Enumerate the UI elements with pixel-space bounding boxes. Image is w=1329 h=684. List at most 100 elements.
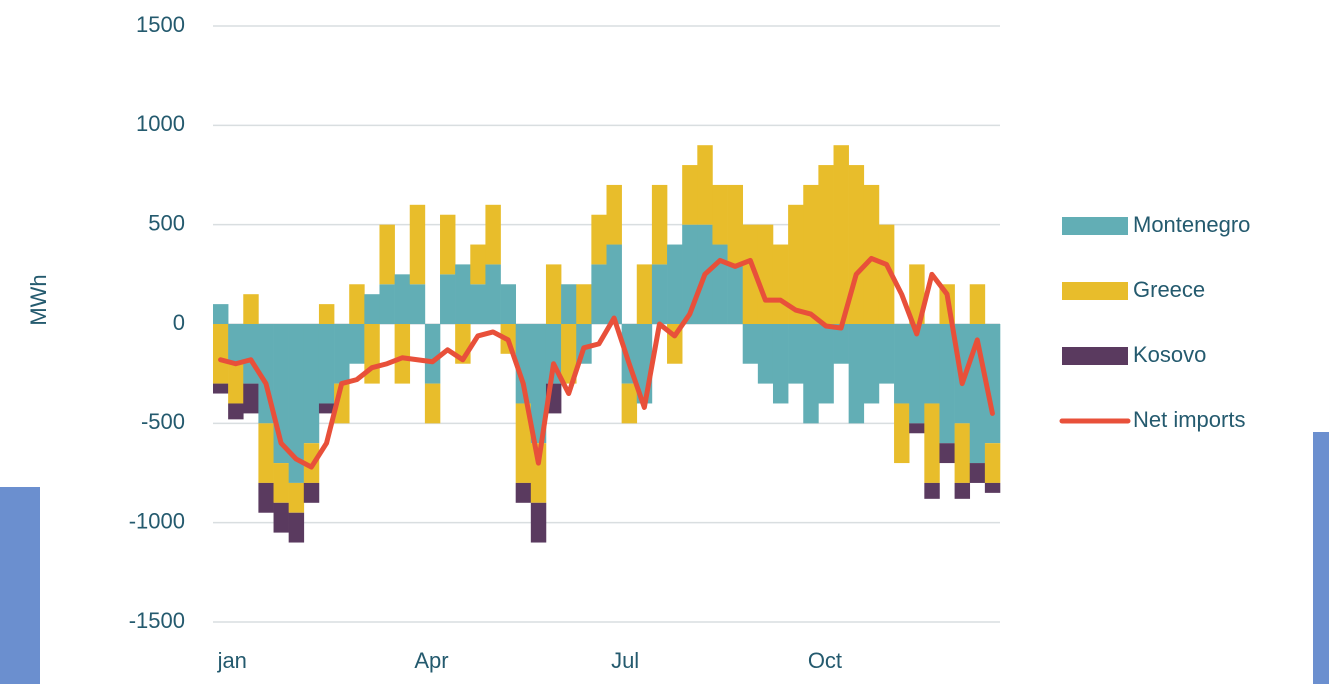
bar <box>394 324 411 384</box>
bar <box>788 324 804 384</box>
legend-label: Kosovo <box>1133 342 1206 367</box>
bar <box>591 264 607 324</box>
x-tick-label: jan <box>217 648 247 673</box>
bar <box>772 324 789 404</box>
bar <box>954 482 971 499</box>
bar <box>515 482 532 503</box>
bar <box>984 324 1001 444</box>
bar <box>878 324 895 384</box>
bar <box>727 184 744 265</box>
bar <box>818 165 834 324</box>
bar <box>530 324 547 444</box>
x-tick-label: Oct <box>808 648 842 673</box>
bar <box>651 264 668 324</box>
line <box>218 255 995 470</box>
bar <box>364 294 380 324</box>
bar <box>848 324 865 424</box>
bar <box>273 463 289 503</box>
y-axis-label: MWh <box>26 274 51 325</box>
bar <box>379 224 395 285</box>
bar <box>697 145 713 225</box>
bar <box>939 443 955 464</box>
labels: -1500 -1000 -500 0 500 1000 1500 jan Apr Jul Oct Mo… <box>129 12 1251 673</box>
bar <box>924 403 940 483</box>
bar <box>924 324 940 404</box>
bar <box>545 264 562 324</box>
bar <box>424 383 441 424</box>
bar <box>288 324 305 483</box>
bar <box>742 224 759 324</box>
y-tick-label: 1000 <box>136 111 185 136</box>
bar <box>228 403 244 420</box>
bar <box>606 244 622 324</box>
bar <box>318 324 335 404</box>
bar <box>530 502 547 543</box>
bar <box>440 274 456 324</box>
bar <box>894 324 910 404</box>
bar <box>909 324 925 424</box>
bar <box>213 324 229 384</box>
bar <box>878 224 895 324</box>
bar <box>500 284 516 324</box>
bar <box>515 403 532 483</box>
bar <box>288 482 305 513</box>
bar <box>303 482 320 503</box>
bar <box>742 324 759 364</box>
bar <box>455 264 471 324</box>
bar <box>788 204 804 324</box>
legend-swatch <box>1062 347 1128 365</box>
bar <box>334 324 350 384</box>
bar <box>818 324 834 404</box>
legend-label: Montenegro <box>1133 212 1250 237</box>
bar <box>440 214 456 275</box>
bar <box>213 304 229 324</box>
bar <box>394 274 411 324</box>
bar <box>894 403 910 464</box>
bar <box>243 294 259 324</box>
bar <box>606 184 622 245</box>
legend-swatch <box>1062 217 1128 235</box>
bar <box>803 324 819 424</box>
bar <box>924 482 940 499</box>
bar <box>273 502 289 533</box>
y-tick-label: -1500 <box>129 608 185 633</box>
bar <box>969 284 986 324</box>
bar <box>984 482 1001 493</box>
bar <box>833 324 849 364</box>
bar <box>243 383 259 414</box>
legend-swatch <box>1062 282 1128 300</box>
bar <box>803 184 819 324</box>
bar <box>561 284 577 324</box>
bar <box>485 264 501 324</box>
y-tick-label: 500 <box>148 210 185 235</box>
bar <box>863 324 880 404</box>
bar <box>424 324 441 384</box>
bars <box>213 145 1001 543</box>
bar <box>258 482 274 513</box>
bar <box>213 383 229 394</box>
bar <box>288 512 305 543</box>
bar <box>561 324 577 384</box>
bar <box>682 165 698 225</box>
bar <box>833 145 849 324</box>
bar <box>303 324 320 444</box>
bar <box>576 284 592 324</box>
bar <box>243 324 259 384</box>
bar <box>409 284 426 324</box>
bar <box>470 284 486 324</box>
bar <box>379 284 395 324</box>
y-tick-label: -1000 <box>129 508 185 533</box>
bar <box>636 264 653 324</box>
bar <box>228 324 244 364</box>
bar <box>651 184 668 265</box>
bar <box>485 204 501 265</box>
y-tick-label: -500 <box>141 409 185 434</box>
bar <box>409 204 426 285</box>
decor-right <box>1313 432 1329 684</box>
bar <box>772 244 789 324</box>
bar <box>863 184 880 324</box>
bar <box>939 324 955 444</box>
y-tick-label: 0 <box>173 310 185 335</box>
